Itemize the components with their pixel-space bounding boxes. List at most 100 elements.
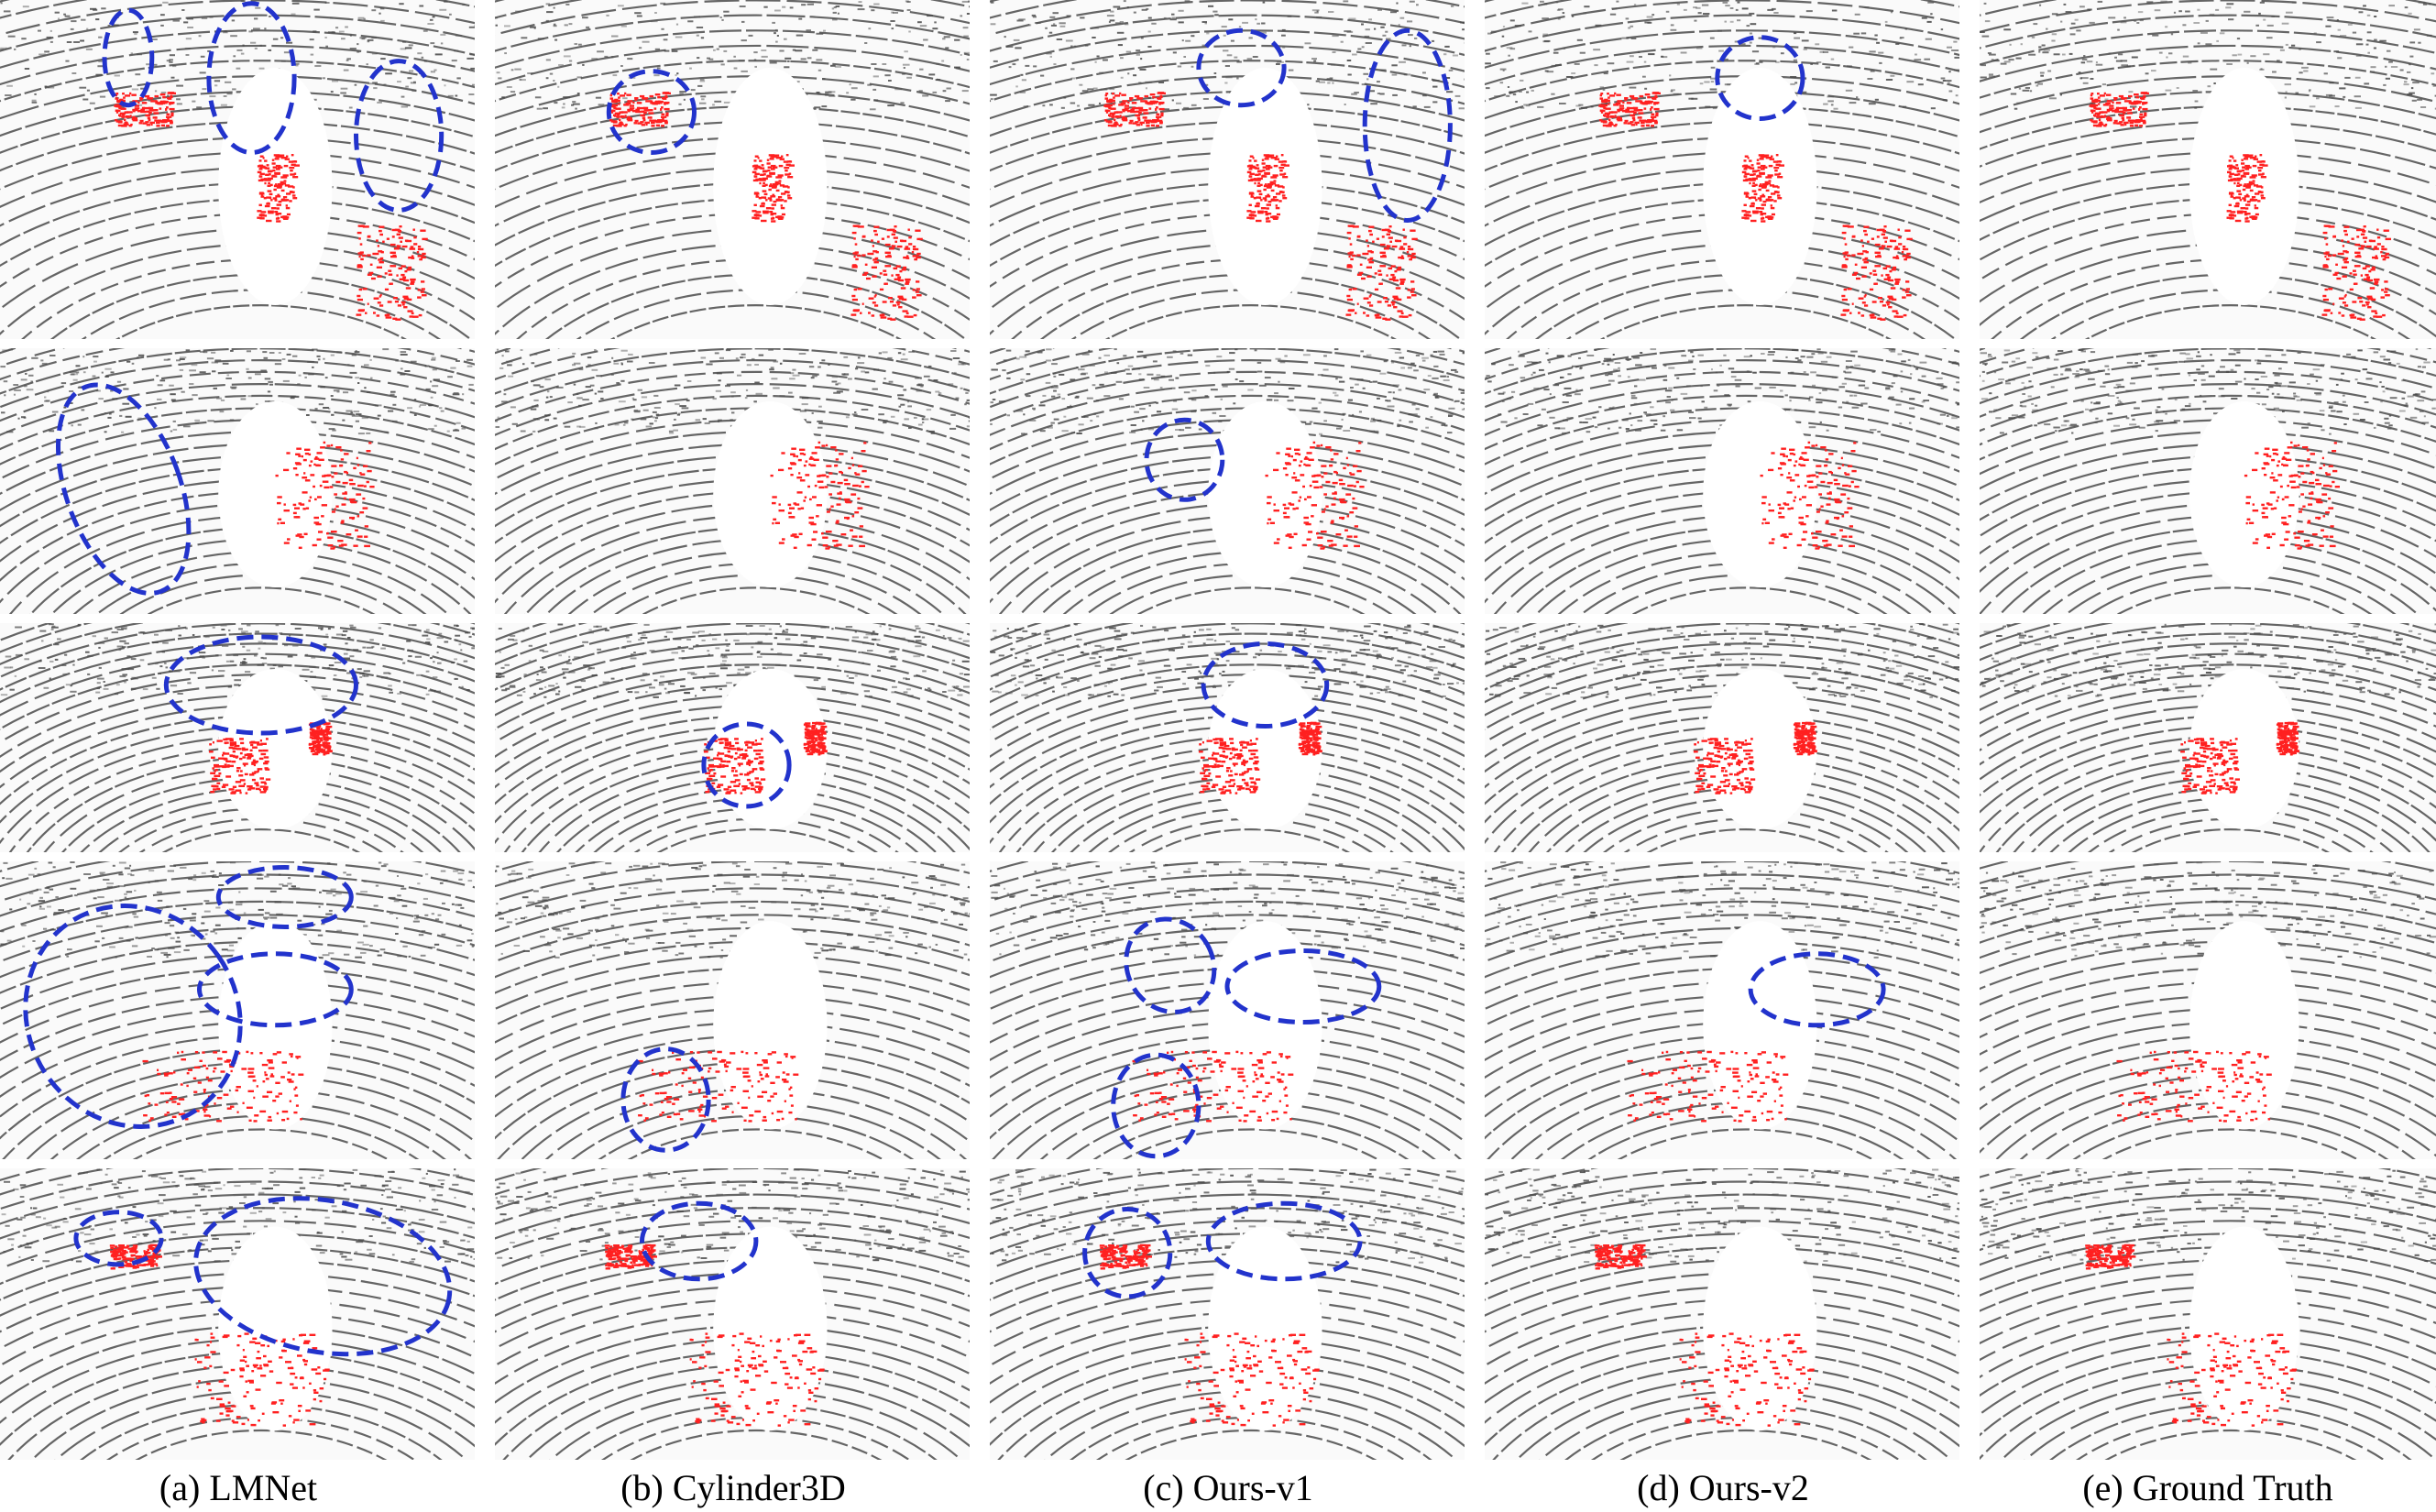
moving-point [1399,247,1406,250]
static-point [324,37,327,38]
moving-point [2368,239,2373,242]
moving-point [1607,114,1610,116]
moving-point [1256,184,1261,187]
static-point [2409,55,2414,58]
static-point [194,419,200,422]
moving-point [619,111,624,114]
moving-point [1320,547,1325,550]
static-point [706,363,713,366]
static-point [816,92,820,93]
static-point [2046,27,2048,30]
moving-point [148,106,154,110]
static-point [246,350,251,353]
static-point [331,413,335,416]
static-point [214,80,221,82]
moving-point [389,282,391,285]
moving-point [340,449,343,452]
static-point [292,355,298,357]
static-point [355,420,359,422]
moving-point [1840,313,1847,316]
moving-point [269,192,273,196]
moving-point [2241,159,2244,161]
static-point [708,58,714,60]
moving-point [1841,231,1847,235]
static-point [2412,82,2420,84]
static-point [1853,32,1860,35]
moving-point [2259,154,2263,157]
moving-point [1767,174,1773,177]
moving-point [1626,102,1632,104]
moving-point [1276,155,1278,158]
moving-point [2366,276,2371,279]
static-point [1439,353,1445,356]
static-point [1940,387,1944,389]
static-point [185,54,190,56]
static-point [286,353,291,356]
moving-point [635,110,642,114]
moving-point [1254,159,1257,162]
static-point [558,64,564,66]
moving-point [1261,174,1266,178]
static-point [267,390,271,393]
moving-point [1650,120,1652,124]
moving-point [1608,121,1612,124]
moving-point [895,301,901,304]
moving-point [145,121,149,124]
static-point [1948,71,1951,73]
moving-point [394,228,401,231]
moving-point [1355,312,1357,314]
static-point [719,356,724,359]
moving-point [422,294,427,297]
moving-point [1876,236,1880,238]
static-point [2434,107,2436,110]
static-point [1601,363,1605,366]
static-point [928,73,936,76]
static-point [1025,64,1030,67]
moving-point [1754,183,1758,187]
moving-point [839,491,842,494]
static-point [306,414,310,416]
moving-point [627,108,633,112]
moving-point [844,498,850,501]
moving-point [1265,183,1267,186]
static-point [1136,53,1140,56]
moving-point [421,280,425,283]
static-point [1761,353,1765,355]
moving-point [1886,245,1893,248]
static-point [1076,433,1082,434]
moving-point [1651,125,1654,127]
moving-point [2093,106,2097,109]
moving-point [1264,184,1267,188]
moving-point [2382,257,2387,261]
moving-point [2099,94,2105,97]
moving-point [1352,288,1357,290]
moving-point [409,315,413,318]
moving-point [2142,107,2148,111]
static-point [1348,17,1356,20]
moving-point [295,534,301,537]
moving-point [364,544,370,548]
moving-point [771,168,775,170]
static-point [1070,77,1076,80]
static-point [236,49,243,51]
static-point [1688,97,1694,100]
moving-point [753,203,757,206]
moving-point [785,170,788,172]
moving-point [905,282,909,285]
static-point [1255,18,1257,21]
moving-point [897,279,905,282]
moving-point [2368,269,2372,273]
moving-point [378,258,382,261]
static-point [561,106,565,109]
static-point [1005,349,1012,352]
static-point [564,24,568,27]
moving-point [362,288,368,290]
moving-point [399,278,406,280]
moving-point [335,446,342,449]
static-point [604,55,609,58]
static-point [700,78,705,81]
static-point [873,3,880,5]
moving-point [2090,93,2094,95]
moving-point [258,168,263,170]
static-point [704,422,710,424]
